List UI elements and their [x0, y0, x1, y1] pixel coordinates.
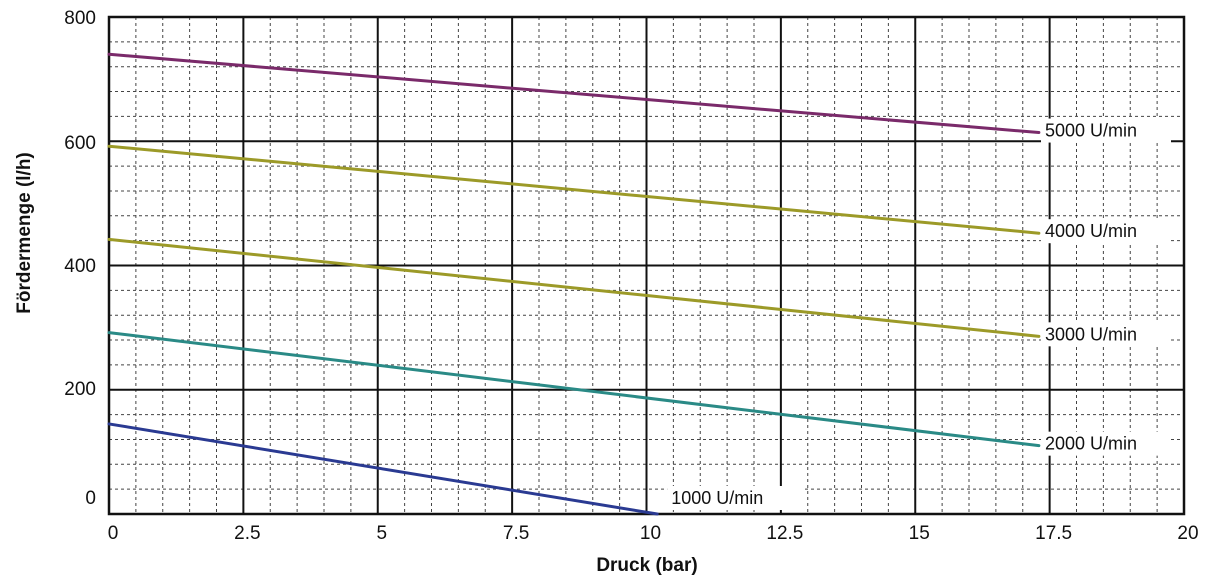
series-label-2: 4000 U/min — [1045, 221, 1137, 241]
y-axis-title: Fördermenge (l/h) — [14, 152, 35, 314]
y-tick-labels: 0 200 400 600 800 — [64, 8, 96, 509]
x-tick-label: 0 — [108, 523, 119, 544]
x-tick-label: 17.5 — [1035, 523, 1072, 544]
series-line-2 — [107, 144, 1041, 235]
x-tick-label: 2.5 — [234, 523, 260, 544]
series-label-5: 1000 U/min — [671, 488, 763, 508]
series-label-bg — [667, 486, 804, 510]
series-line-4 — [107, 331, 1041, 448]
series-label-bg — [1041, 322, 1171, 347]
series-label-bg — [1041, 118, 1171, 143]
x-tick-labels: 0 2.5 5 7.5 10 12.5 15 17.5 20 — [108, 523, 1199, 544]
grid-major — [107, 15, 1186, 516]
plot-frame — [107, 15, 1186, 516]
series-label-1: 5000 U/min — [1045, 121, 1137, 141]
series-line-3 — [107, 237, 1041, 338]
y-tick-label: 0 — [85, 488, 96, 509]
y-tick-label: 400 — [64, 256, 96, 277]
series-label-bg — [1041, 431, 1171, 456]
x-tick-label: 10 — [640, 523, 661, 544]
x-axis-title: Druck (bar) — [596, 555, 697, 576]
x-tick-label: 20 — [1177, 523, 1198, 544]
x-tick-label: 12.5 — [766, 523, 803, 544]
series-line-5 — [107, 422, 659, 516]
series-lines — [107, 52, 1041, 516]
y-tick-label: 600 — [64, 133, 96, 154]
y-tick-label: 800 — [64, 8, 96, 29]
x-tick-label: 15 — [909, 523, 930, 544]
x-tick-label: 7.5 — [503, 523, 529, 544]
series-label-bg — [1041, 219, 1171, 244]
series-label-3: 3000 U/min — [1045, 324, 1137, 344]
series-label-4: 2000 U/min — [1045, 434, 1137, 454]
y-tick-label: 200 — [64, 379, 96, 400]
x-tick-label: 5 — [376, 523, 387, 544]
series-labels: 5000 U/min 4000 U/min 3000 U/min 2000 U/min… — [667, 118, 1171, 510]
series-line-1 — [107, 52, 1041, 135]
